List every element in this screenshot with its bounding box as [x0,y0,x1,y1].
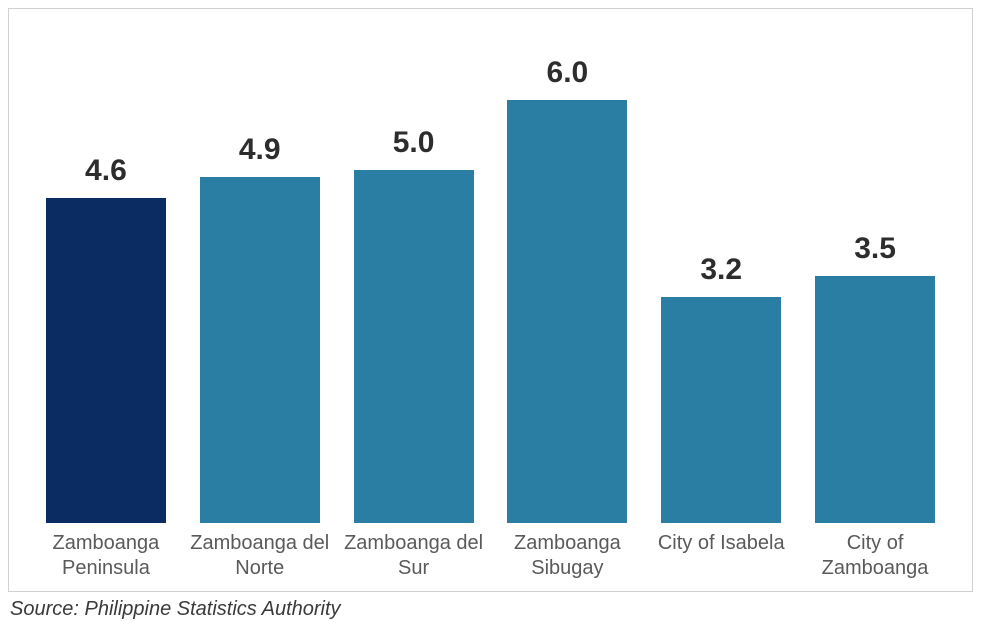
bar-slot: 3.5 [798,29,952,523]
chart-plot-box: 4.64.95.06.03.23.5 Zamboanga PeninsulaZa… [8,8,973,592]
bar [661,297,781,523]
bar [46,198,166,523]
x-axis-label: City of Isabela [644,527,798,581]
x-axis-labels: Zamboanga PeninsulaZamboanga del NorteZa… [29,527,952,581]
bar-value-label: 3.2 [700,253,742,287]
bar-value-label: 3.5 [854,232,896,266]
bar-value-label: 5.0 [393,126,435,160]
bar-slot: 5.0 [337,29,491,523]
x-axis-label: Zamboanga Sibugay [490,527,644,581]
bar-value-label: 4.9 [239,133,281,167]
x-axis-label: Zamboanga del Norte [183,527,337,581]
x-axis-label: Zamboanga Peninsula [29,527,183,581]
bar-slot: 3.2 [644,29,798,523]
x-axis-label: City of Zamboanga [798,527,952,581]
bar-slot: 4.6 [29,29,183,523]
bar-value-label: 4.6 [85,154,127,188]
bar [200,177,320,523]
chart-container: 4.64.95.06.03.23.5 Zamboanga PeninsulaZa… [0,0,985,629]
bar [354,170,474,523]
source-note: Source: Philippine Statistics Authority [10,598,341,621]
bar-slot: 6.0 [490,29,644,523]
x-axis-label: Zamboanga del Sur [337,527,491,581]
bar [815,276,935,523]
bar [507,100,627,523]
bar-value-label: 6.0 [547,56,589,90]
bar-slot: 4.9 [183,29,337,523]
bars-area: 4.6 4.9 5.0 6.0 3.2 3.5 [29,29,952,523]
